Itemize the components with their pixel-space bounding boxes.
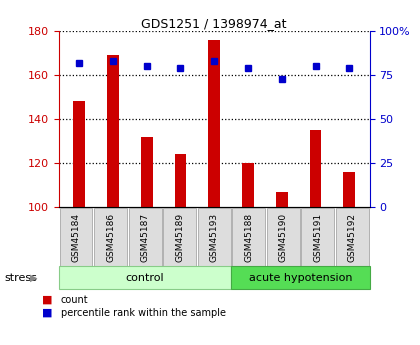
Text: GSM45188: GSM45188 (244, 213, 253, 262)
Bar (242, 163, 254, 207)
Text: GSM45192: GSM45192 (348, 213, 357, 262)
Text: acute hypotension: acute hypotension (249, 273, 352, 283)
Text: count: count (61, 295, 89, 305)
Text: GSM45190: GSM45190 (279, 213, 288, 262)
Text: ■: ■ (42, 295, 52, 305)
Bar (174, 154, 186, 207)
Bar (310, 130, 321, 207)
Bar (73, 101, 85, 207)
Bar (344, 172, 355, 207)
Bar (276, 191, 288, 207)
Text: GSM45186: GSM45186 (106, 213, 115, 262)
Text: GSM45191: GSM45191 (313, 213, 322, 262)
Text: ▶: ▶ (30, 273, 38, 283)
Text: GSM45189: GSM45189 (175, 213, 184, 262)
Bar (141, 137, 152, 207)
Text: control: control (126, 273, 165, 283)
Bar (107, 55, 119, 207)
Text: GSM45187: GSM45187 (141, 213, 150, 262)
Text: ■: ■ (42, 308, 52, 318)
Bar (208, 40, 220, 207)
Title: GDS1251 / 1398974_at: GDS1251 / 1398974_at (142, 17, 287, 30)
Text: percentile rank within the sample: percentile rank within the sample (61, 308, 226, 318)
Text: stress: stress (4, 273, 37, 283)
Text: GSM45184: GSM45184 (71, 213, 81, 262)
Text: GSM45193: GSM45193 (210, 213, 219, 262)
